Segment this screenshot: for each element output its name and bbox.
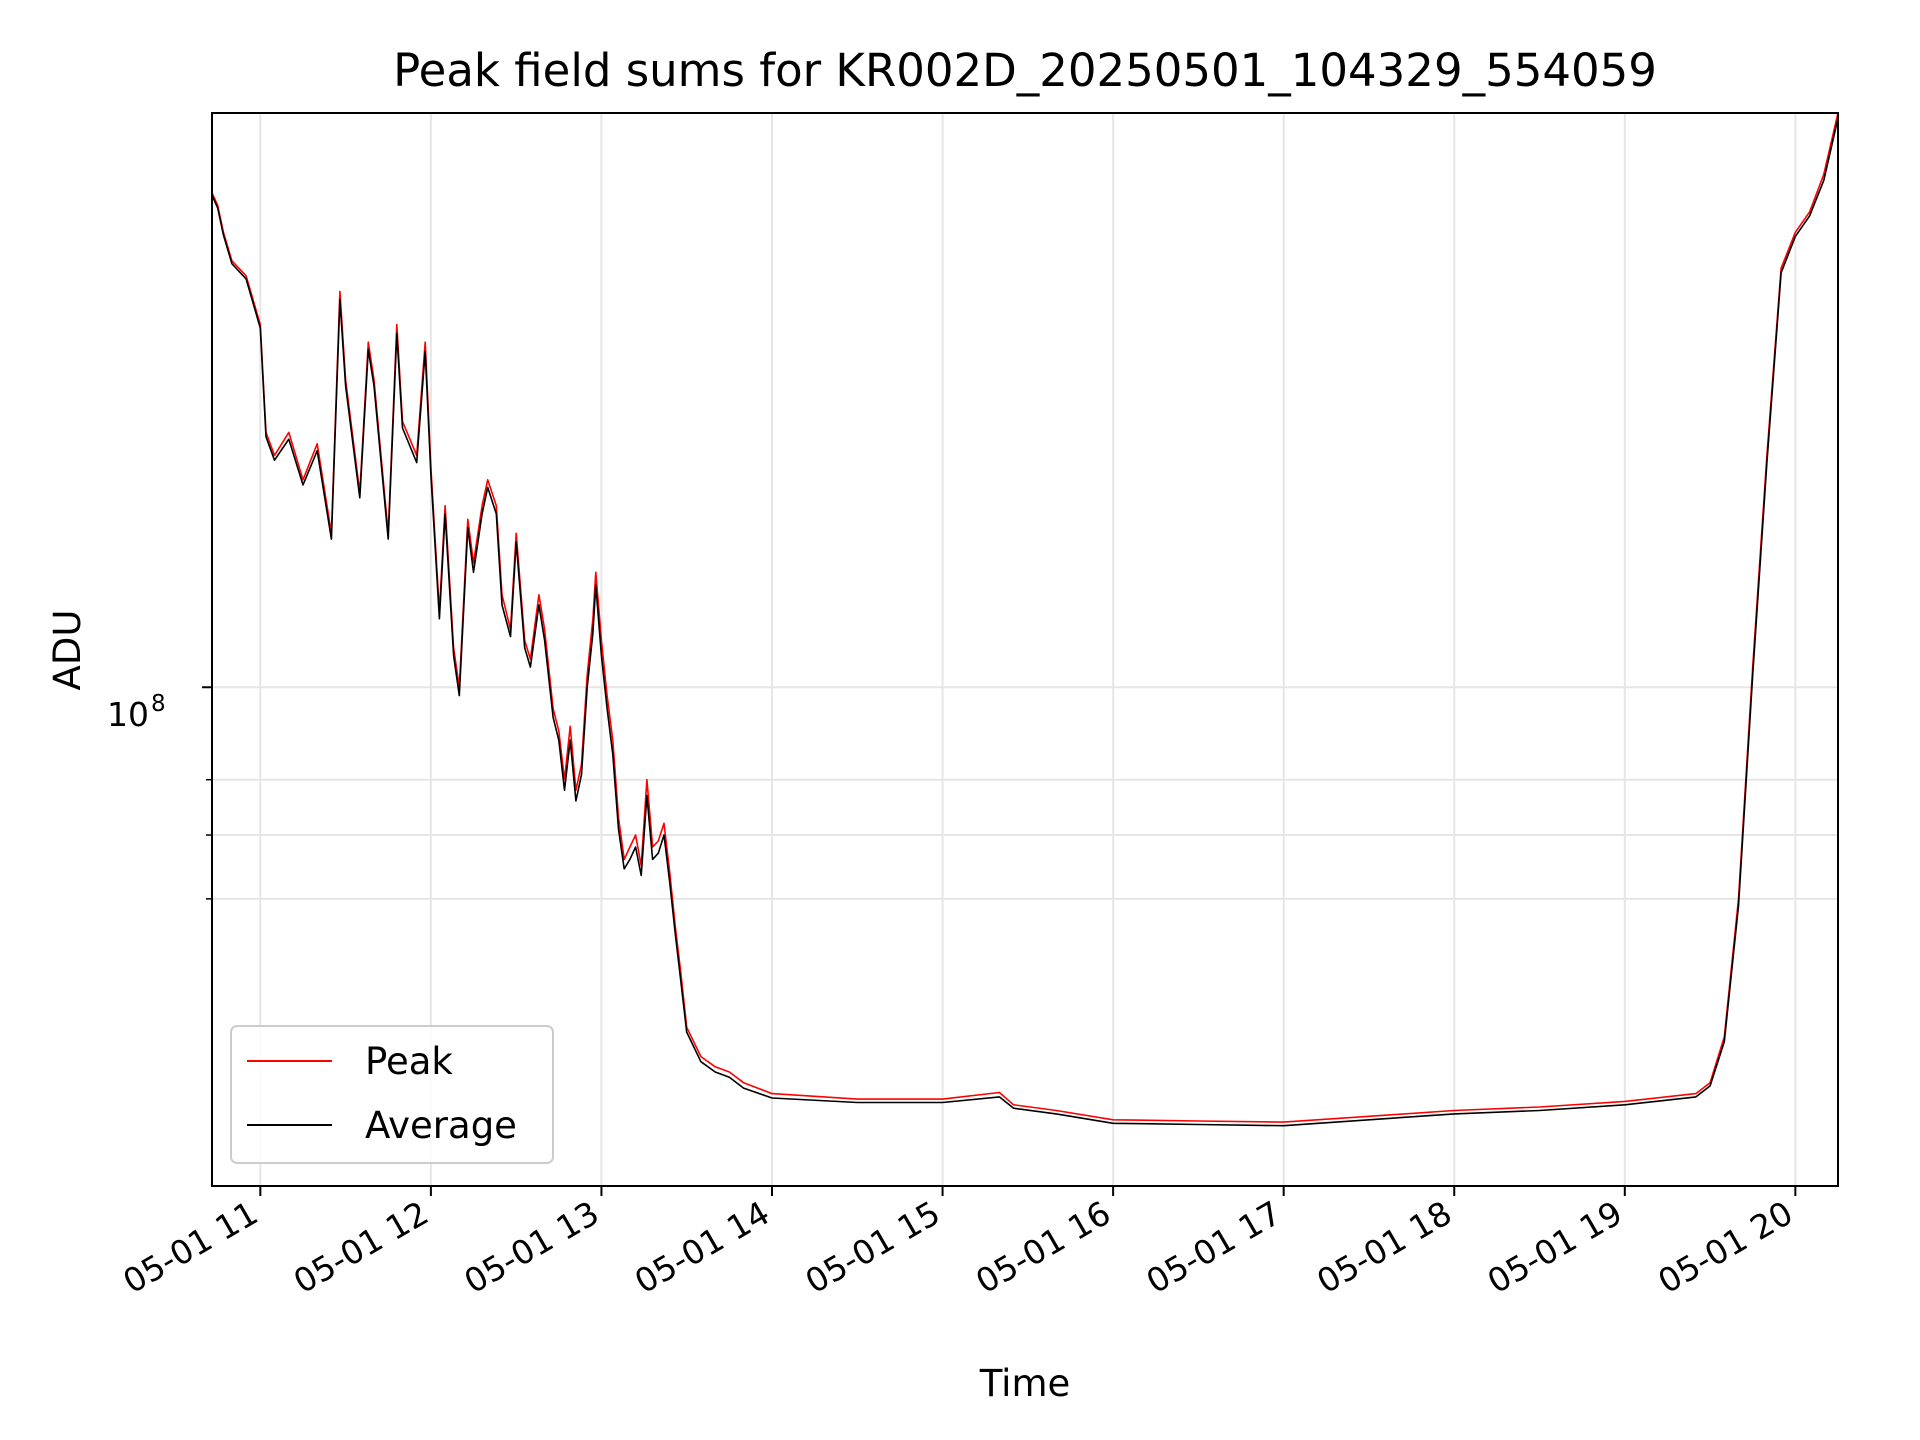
y-axis-label: ADU [46, 610, 89, 691]
y-axis: 10 8 [107, 686, 212, 900]
series-layer [212, 113, 1838, 1127]
x-axis-label: Time [979, 1362, 1071, 1405]
series-line-average [212, 118, 1838, 1127]
plot-frame [211, 112, 1839, 1187]
series-line-peak [212, 113, 1838, 1123]
grid-layer [212, 113, 1838, 1186]
legend-label-peak: Peak [365, 1040, 453, 1083]
y-tick-label-base: 10 [107, 695, 149, 734]
legend-label-average: Average [365, 1104, 517, 1147]
legend: Peak Average [230, 1025, 554, 1164]
y-tick-label-exponent: 8 [151, 691, 166, 717]
chart-title: Peak field sums for KR002D_20250501_1043… [393, 44, 1657, 97]
